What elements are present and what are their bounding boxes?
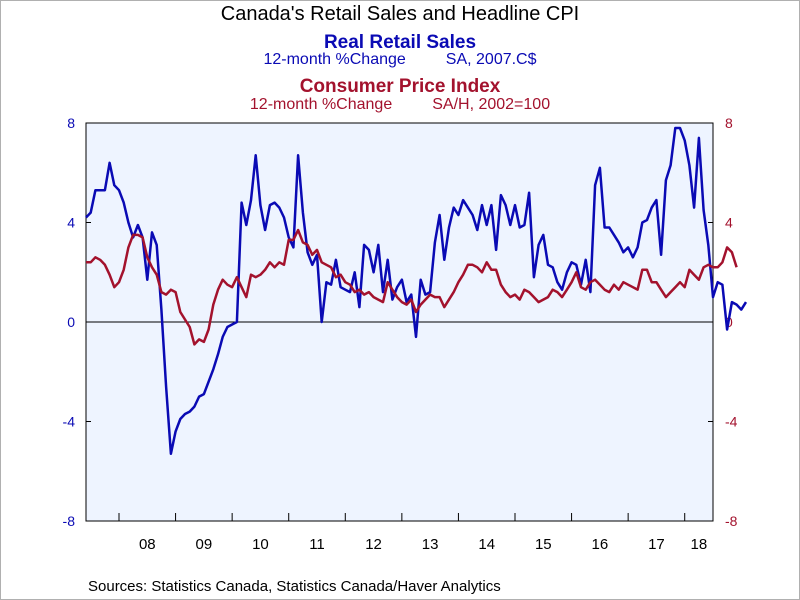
x-tick-label: 16 — [592, 536, 609, 553]
series2-note: SA/H, 2002=100 — [432, 96, 551, 113]
left-tick-label: -8 — [63, 513, 76, 529]
right-tick-label: 4 — [725, 215, 733, 231]
chart-title: Canada's Retail Sales and Headline CPI — [220, 3, 580, 25]
left-tick-label: 4 — [67, 215, 75, 231]
x-tick-label: 14 — [478, 536, 495, 553]
x-tick-label: 08 — [139, 536, 156, 553]
left-tick-label: 8 — [67, 115, 75, 131]
x-tick-label: 12 — [365, 536, 382, 553]
series1-unit: 12-month %Change — [263, 51, 406, 68]
series1-name: Real Retail Sales — [323, 32, 477, 53]
x-tick-label: 13 — [422, 536, 439, 553]
series1-note: SA, 2007.C$ — [445, 51, 537, 68]
sources-note: Sources: Statistics Canada, Statistics C… — [88, 578, 501, 595]
series-line-1 — [85, 126, 748, 456]
x-tick-label: 15 — [535, 536, 552, 553]
series-layer — [85, 126, 748, 456]
x-tick-label: 17 — [648, 536, 665, 553]
x-tick-label: 09 — [196, 536, 213, 553]
series2-unit: 12-month %Change — [249, 96, 393, 113]
right-tick-label: 8 — [725, 115, 733, 131]
series2-subtitle: 12-month %Change SA/H, 2002=100 — [0, 96, 800, 114]
series1-subtitle: 12-month %Change SA, 2007.C$ — [0, 51, 800, 69]
left-tick-label: 0 — [67, 314, 75, 330]
left-tick-label: -4 — [63, 414, 76, 430]
series2-name: Consumer Price Index — [299, 76, 501, 97]
right-tick-label: -8 — [725, 513, 738, 529]
series-line-2 — [86, 228, 738, 346]
x-tick-label: 10 — [252, 536, 269, 553]
x-tick-label: 18 — [691, 536, 708, 553]
right-tick-label: -4 — [725, 414, 738, 430]
x-tick-label: 11 — [309, 536, 325, 553]
